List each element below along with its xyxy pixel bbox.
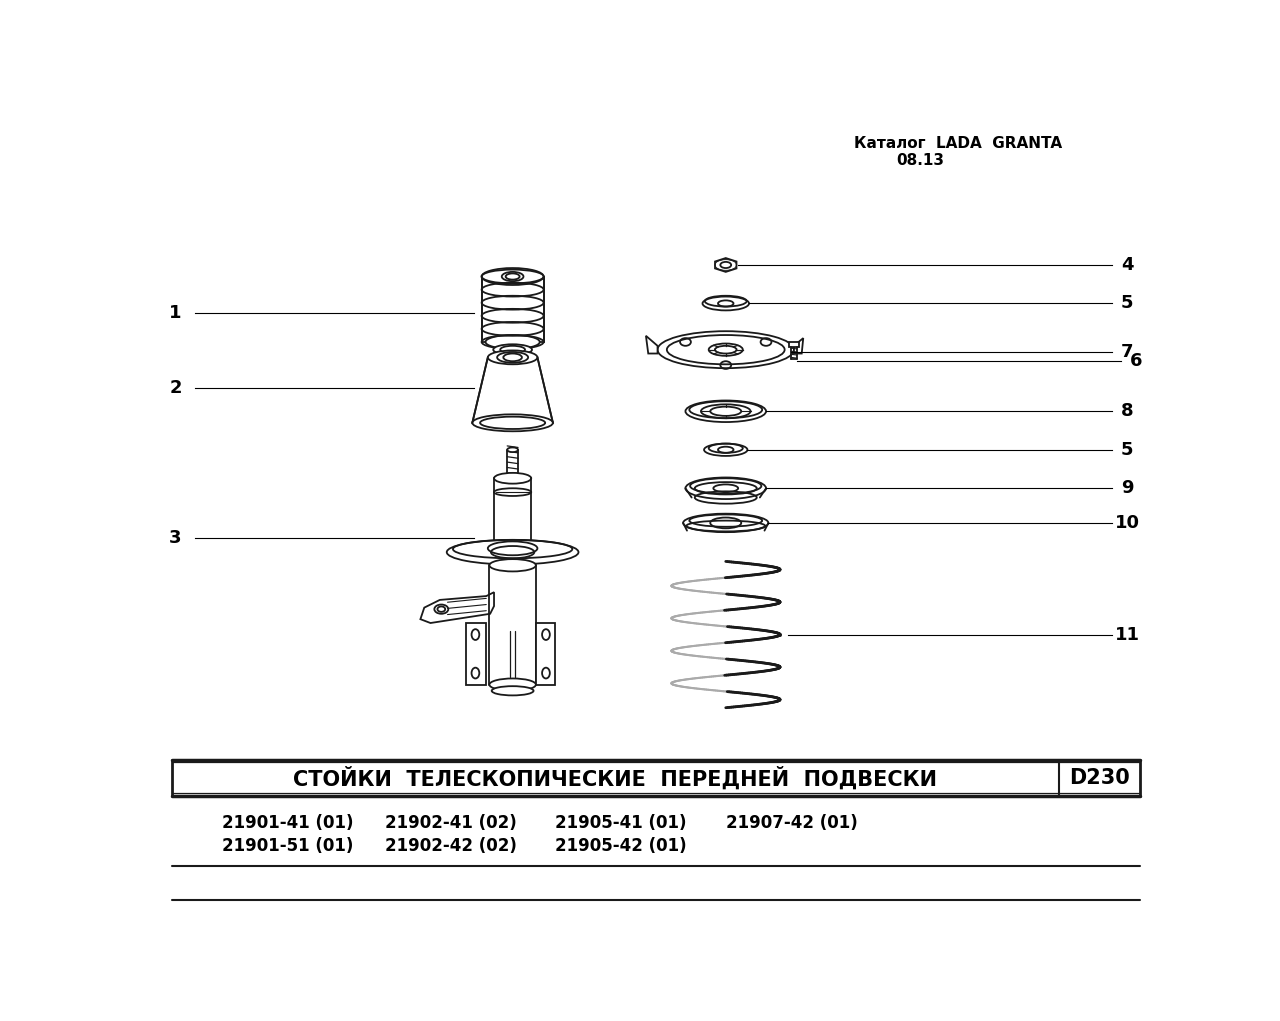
Text: 21902-41 (02): 21902-41 (02) (385, 814, 517, 832)
Text: 6: 6 (1130, 352, 1143, 371)
Text: D230: D230 (1069, 768, 1130, 788)
Text: 21905-41 (01): 21905-41 (01) (556, 814, 687, 832)
Ellipse shape (434, 604, 448, 614)
Text: 21902-42 (02): 21902-42 (02) (385, 837, 517, 855)
Ellipse shape (493, 344, 532, 355)
Text: Каталог  LADA  GRANTA: Каталог LADA GRANTA (854, 137, 1061, 151)
Ellipse shape (447, 540, 579, 565)
Ellipse shape (471, 629, 479, 640)
Text: 11: 11 (1115, 626, 1139, 643)
Ellipse shape (541, 668, 550, 679)
Polygon shape (472, 357, 553, 423)
Ellipse shape (703, 296, 749, 310)
Ellipse shape (485, 335, 540, 349)
Text: 3: 3 (169, 529, 182, 547)
Ellipse shape (481, 269, 544, 285)
Polygon shape (794, 338, 804, 353)
Text: 9: 9 (1121, 479, 1134, 497)
Ellipse shape (704, 443, 748, 456)
Polygon shape (716, 258, 736, 272)
Ellipse shape (686, 400, 765, 422)
Ellipse shape (489, 560, 536, 572)
Ellipse shape (686, 478, 765, 499)
Text: 21901-41 (01): 21901-41 (01) (221, 814, 353, 832)
Ellipse shape (488, 350, 538, 364)
Ellipse shape (492, 686, 534, 695)
Text: 2: 2 (169, 379, 182, 397)
Ellipse shape (471, 668, 479, 679)
Text: 5: 5 (1121, 294, 1134, 312)
Text: 10: 10 (1115, 514, 1139, 532)
Ellipse shape (684, 514, 768, 532)
Ellipse shape (541, 629, 550, 640)
Polygon shape (420, 592, 494, 623)
Ellipse shape (489, 679, 536, 691)
Bar (536, 623, 556, 685)
Ellipse shape (507, 447, 518, 452)
Polygon shape (790, 342, 799, 346)
Text: 7: 7 (1121, 343, 1134, 361)
Bar (466, 623, 485, 685)
Text: 8: 8 (1121, 402, 1134, 421)
Text: 5: 5 (1121, 441, 1134, 458)
Text: 4: 4 (1121, 256, 1134, 274)
Text: 21905-42 (01): 21905-42 (01) (556, 837, 687, 855)
Ellipse shape (658, 331, 794, 369)
Text: СТОЙКИ  ТЕЛЕСКОПИЧЕСКИЕ  ПЕРЕДНЕЙ  ПОДВЕСКИ: СТОЙКИ ТЕЛЕСКОПИЧЕСКИЕ ПЕРЕДНЕЙ ПОДВЕСКИ (293, 766, 937, 789)
Text: 21901-51 (01): 21901-51 (01) (221, 837, 353, 855)
Text: 1: 1 (169, 304, 182, 323)
Ellipse shape (494, 473, 531, 484)
Text: 08.13: 08.13 (896, 153, 945, 168)
Polygon shape (646, 336, 658, 353)
Polygon shape (481, 277, 544, 342)
Text: 21907-42 (01): 21907-42 (01) (726, 814, 858, 832)
Ellipse shape (472, 415, 553, 431)
